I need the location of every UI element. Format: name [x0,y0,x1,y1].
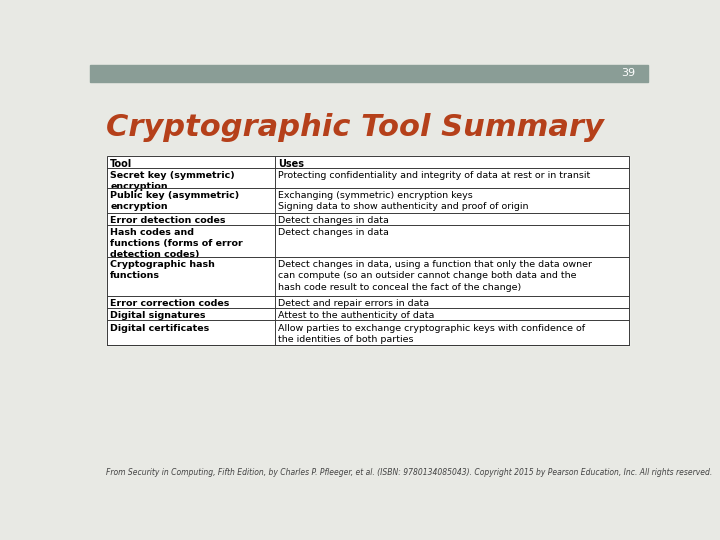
Text: Detect changes in data: Detect changes in data [278,215,389,225]
Text: Tool: Tool [110,159,132,168]
Text: Allow parties to exchange cryptographic keys with confidence of
the identities o: Allow parties to exchange cryptographic … [278,323,585,343]
Text: Exchanging (symmetric) encryption keys
Signing data to show authenticity and pro: Exchanging (symmetric) encryption keys S… [278,191,528,211]
Text: Detect and repair errors in data: Detect and repair errors in data [278,299,429,308]
Text: Hash codes and
functions (forms of error
detection codes): Hash codes and functions (forms of error… [110,228,243,259]
Text: Cryptographic Tool Summary: Cryptographic Tool Summary [106,113,603,143]
Text: Error correction codes: Error correction codes [110,299,230,308]
Text: Secret key (symmetric)
encryption: Secret key (symmetric) encryption [110,171,235,191]
Text: Detect changes in data, using a function that only the data owner
can compute (s: Detect changes in data, using a function… [278,260,592,292]
Text: 39: 39 [621,68,635,78]
Text: Attest to the authenticity of data: Attest to the authenticity of data [278,311,434,320]
Bar [107,156,629,345]
Text: Error detection codes: Error detection codes [110,215,225,225]
Text: Uses: Uses [278,159,304,168]
Text: Public key (asymmetric)
encryption: Public key (asymmetric) encryption [110,191,239,211]
Text: Protecting confidentiality and integrity of data at rest or in transit: Protecting confidentiality and integrity… [278,171,590,180]
Bar [90,65,648,82]
Bar [107,156,629,345]
Text: From Security in Computing, Fifth Edition, by Charles P. Pfleeger, et al. (ISBN:: From Security in Computing, Fifth Editio… [106,468,712,477]
Text: Digital signatures: Digital signatures [110,311,206,320]
Text: Cryptographic hash
functions: Cryptographic hash functions [110,260,215,280]
Text: Digital certificates: Digital certificates [110,323,210,333]
Text: Detect changes in data: Detect changes in data [278,228,389,237]
